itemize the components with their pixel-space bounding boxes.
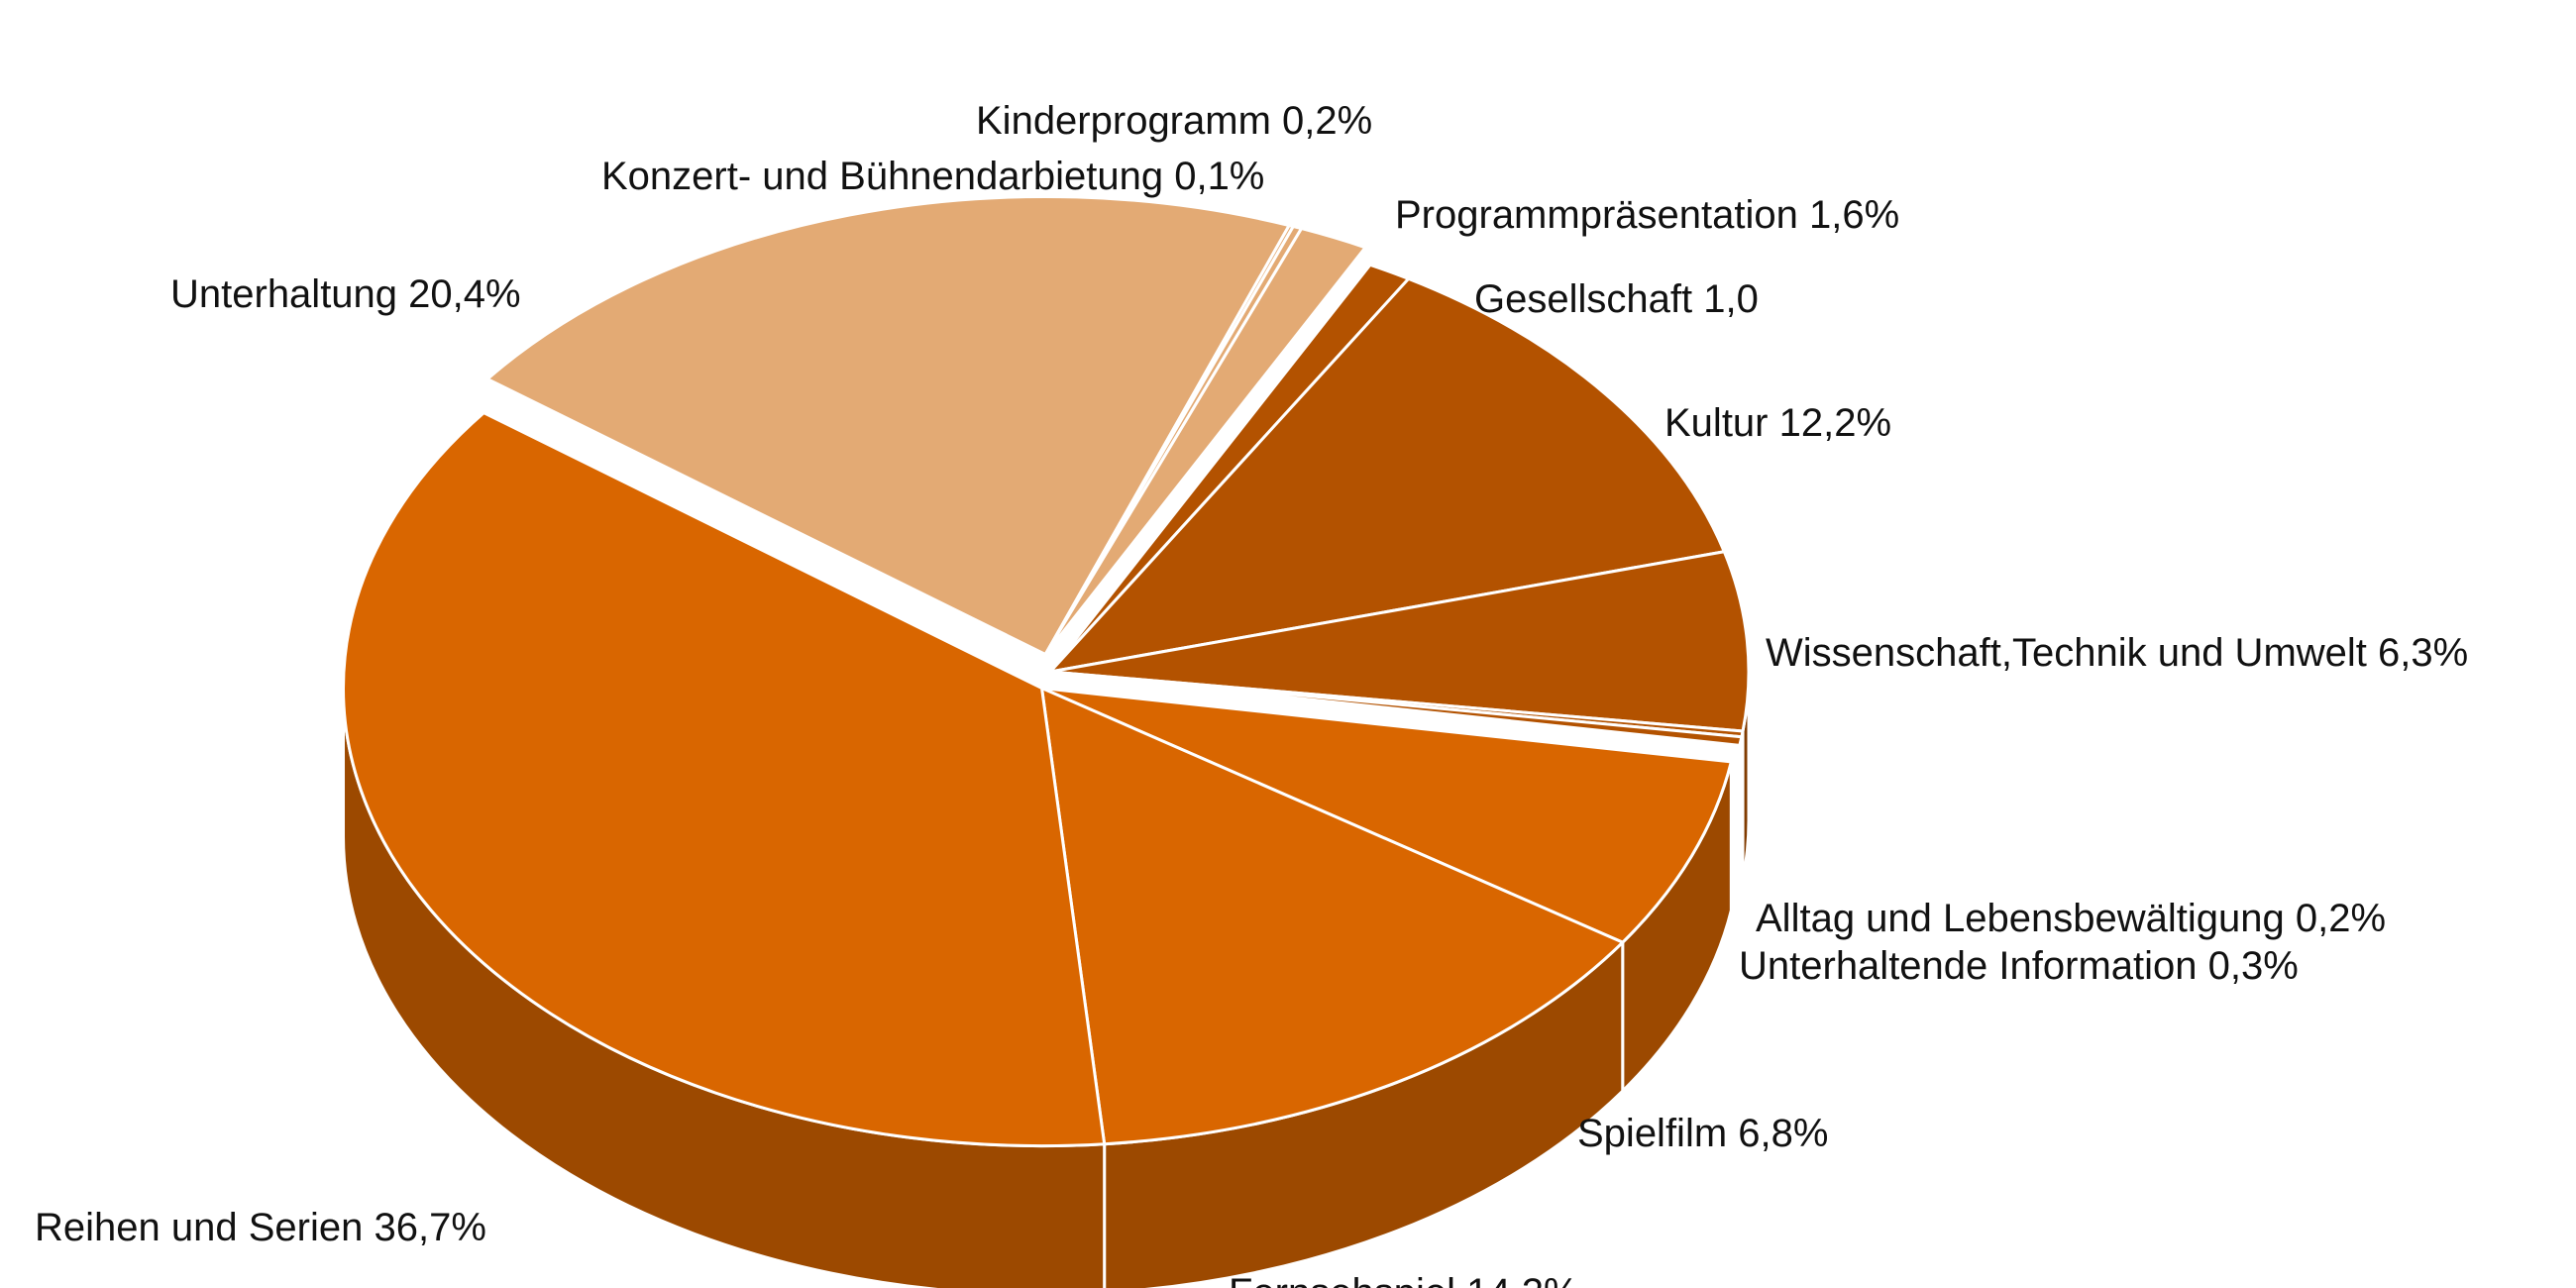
pie-sides xyxy=(342,671,1751,1288)
slice-label-unterhaltende-information: Unterhaltende Information 0,3% xyxy=(1739,944,2299,988)
slice-reihen-und-serien xyxy=(342,411,1107,1148)
slice-label-reihen-und-serien: Reihen und Serien 36,7% xyxy=(35,1206,486,1249)
slice-label-kultur: Kultur 12,2% xyxy=(1664,401,1891,445)
pie-labels: Gesellschaft 1,0 Kultur 12,2% Wissenscha… xyxy=(35,99,2468,1288)
slice-label-wissenschaft: Wissenschaft,Technik und Umwelt 6,3% xyxy=(1766,631,2468,675)
slice-label-spielfilm: Spielfilm 6,8% xyxy=(1577,1112,1828,1155)
slice-fernsehspiel xyxy=(1040,687,1625,1146)
slice-unterhaltung xyxy=(485,194,1291,656)
slice-label-alltag: Alltag und Lebensbewältigung 0,2% xyxy=(1756,897,2386,940)
slice-label-fernsehspiel: Fernsehspiel 14,2% xyxy=(1229,1271,1579,1288)
slice-label-konzert: Konzert- und Bühnendarbietung 0,1% xyxy=(601,155,1264,198)
slice-label-programmpraesentation: Programmpräsentation 1,6% xyxy=(1395,193,1899,237)
slice-spielfilm xyxy=(1040,687,1733,944)
slice-kultur xyxy=(1048,276,1726,674)
slice-side-unterhaltende-information xyxy=(1738,736,1744,895)
slice-unterhaltende-information xyxy=(1048,670,1744,747)
slice-programmpraesentation xyxy=(1043,227,1367,656)
pie-tops xyxy=(342,194,1751,1148)
slice-label-gesellschaft: Gesellschaft 1,0 xyxy=(1474,277,1759,321)
slice-label-kinderprogramm: Kinderprogramm 0,2% xyxy=(976,99,1372,143)
slice-label-unterhaltung: Unterhaltung 20,4% xyxy=(170,272,521,316)
